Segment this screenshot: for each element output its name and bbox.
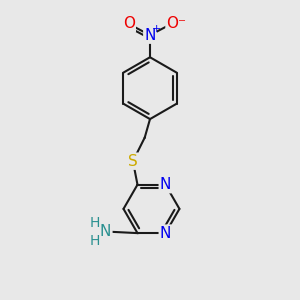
Text: O: O xyxy=(123,16,135,32)
Text: O⁻: O⁻ xyxy=(167,16,187,32)
Text: N: N xyxy=(144,28,156,43)
Text: H: H xyxy=(90,234,100,248)
Text: +: + xyxy=(152,24,161,34)
Text: N: N xyxy=(100,224,111,239)
Text: S: S xyxy=(128,154,138,169)
Text: N: N xyxy=(160,226,171,241)
Text: N: N xyxy=(160,177,171,192)
Text: H: H xyxy=(90,216,100,230)
